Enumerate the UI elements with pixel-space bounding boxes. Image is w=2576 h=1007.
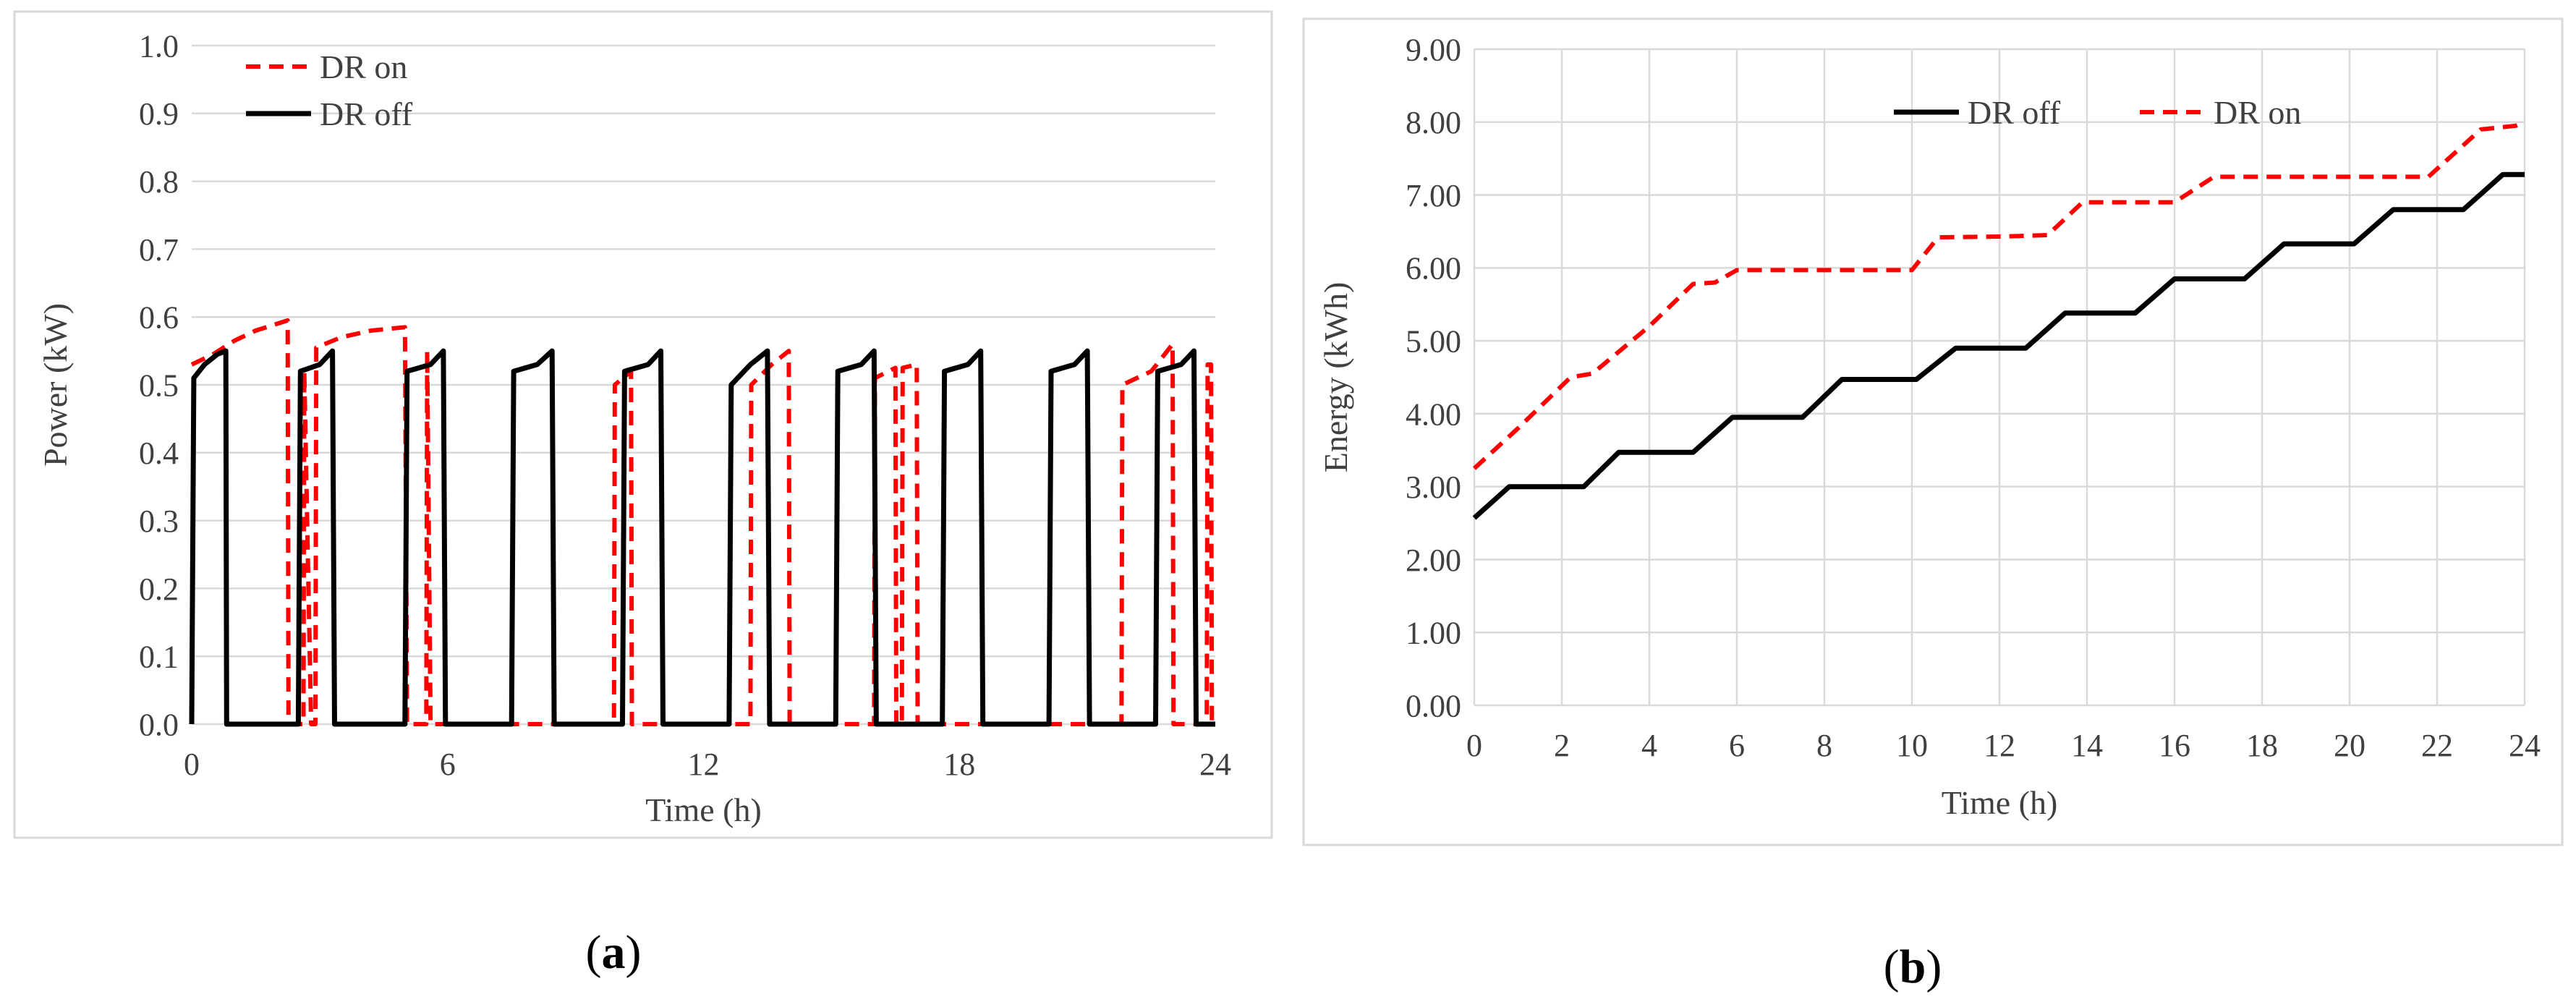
chart-a-power: 0.0 0.1 0.2 0.3 0.4 0.5 0.6 0.7 0.8 0.9 1.0 0 6 12 18 2… — [37, 28, 1231, 828]
caption-a-letter: a — [602, 926, 626, 979]
chart-a-ytick-label: 0.1 — [139, 640, 179, 675]
chart-a-ytick-label: 0.4 — [139, 435, 179, 471]
chart-b-xtick-label: 20 — [2334, 728, 2365, 763]
chart-a-ytick-label: 0.5 — [139, 367, 179, 403]
chart-b-energy: 0.00 1.00 2.00 3.00 4.00 5.00 6.00 7.00 8.00 9.00… — [1317, 32, 2541, 821]
chart-b-xtick-label: 2 — [1554, 728, 1570, 763]
caption-b-letter: b — [1900, 940, 1926, 993]
chart-a-ytick-label: 0.7 — [139, 232, 179, 268]
chart-a-ytick-label: 0.2 — [139, 572, 179, 607]
chart-a-ytick-label: 0.8 — [139, 164, 179, 200]
chart-b-ytick-label: 8.00 — [1406, 105, 1461, 140]
chart-b-ytick-label: 1.00 — [1406, 616, 1461, 651]
chart-a-ytick-label: 1.0 — [139, 28, 179, 64]
chart-b-ylabel: Energy (kWh) — [1317, 282, 1354, 473]
chart-b-frame — [1302, 17, 2564, 846]
chart-b-ytick-label: 0.00 — [1406, 688, 1461, 723]
chart-b-xtick-label: 16 — [2159, 728, 2190, 763]
chart-b-xtick-label: 6 — [1729, 728, 1745, 763]
chart-a-ytick-label: 0.9 — [139, 96, 179, 132]
chart-b-series-dr-off — [1472, 171, 2525, 520]
chart-b-ytick-label: 6.00 — [1406, 251, 1461, 286]
chart-a-series-dr-off — [189, 348, 1215, 727]
chart-b-xtick-label: 0 — [1466, 728, 1482, 763]
chart-b-ytick-label: 4.00 — [1406, 396, 1461, 432]
chart-a-xtick-label: 12 — [688, 747, 720, 782]
chart-a-xtick-label: 0 — [184, 747, 200, 782]
caption-b: (b) — [1884, 940, 1942, 993]
chart-b-legend-label: DR on — [2214, 94, 2301, 131]
chart-b-ytick-label: 9.00 — [1406, 32, 1461, 67]
chart-b-ytick-label: 7.00 — [1406, 178, 1461, 213]
chart-a-xlabel: Time (h) — [645, 791, 762, 828]
chart-b-legend-label: DR off — [1968, 94, 2061, 131]
chart-b-xtick-label: 12 — [1984, 728, 2015, 763]
chart-b-xlabel: Time (h) — [1942, 784, 2058, 821]
chart-a-legend-label: DR off — [320, 95, 413, 132]
chart-b-xtick-label: 8 — [1816, 728, 1832, 763]
chart-b-xtick-label: 4 — [1641, 728, 1657, 763]
chart-b-ytick-label: 2.00 — [1406, 543, 1461, 578]
chart-a-ylabel: Power (kW) — [37, 303, 74, 467]
chart-b-xtick-label: 18 — [2246, 728, 2278, 763]
chart-a-frame — [13, 10, 1273, 839]
chart-a-xtick-label: 24 — [1199, 747, 1231, 782]
chart-b-ytick-label: 5.00 — [1406, 324, 1461, 360]
caption-a: (a) — [586, 926, 642, 979]
chart-b-xtick-label: 24 — [2509, 728, 2541, 763]
chart-b-xtick-label: 22 — [2421, 728, 2453, 763]
chart-a-ytick-label: 0.6 — [139, 300, 179, 336]
chart-b-xtick-label: 14 — [2071, 728, 2103, 763]
chart-a-ytick-label: 0.0 — [139, 707, 179, 742]
chart-a-xtick-label: 6 — [440, 747, 456, 782]
chart-b-xtick-label: 10 — [1896, 728, 1928, 763]
chart-b-ytick-label: 3.00 — [1406, 469, 1461, 505]
chart-a-ytick-label: 0.3 — [139, 504, 179, 539]
chart-a-xtick-label: 18 — [943, 747, 975, 782]
chart-a-legend-label: DR on — [320, 48, 407, 85]
